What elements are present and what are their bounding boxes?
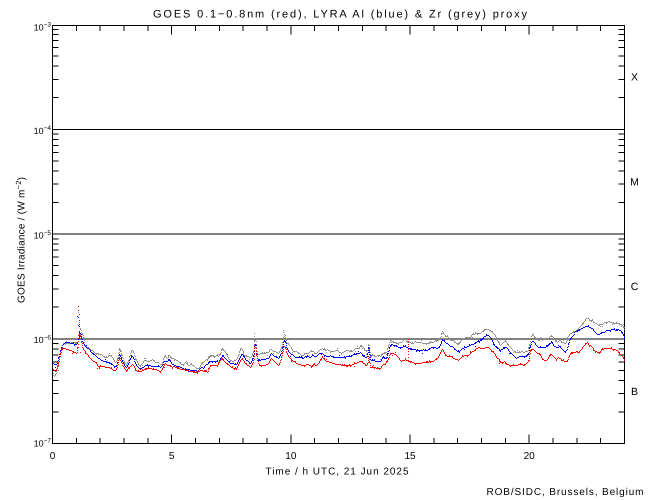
svg-text:ROB/SIDC, Brussels, Belgium: ROB/SIDC, Brussels, Belgium bbox=[487, 487, 644, 498]
svg-text:GOES 0.1−0.8nm (red), LYRA Al: GOES 0.1−0.8nm (red), LYRA Al (blue) & Z… bbox=[153, 8, 527, 20]
svg-text:B: B bbox=[631, 386, 638, 398]
svg-text:10−4: 10−4 bbox=[34, 125, 52, 136]
svg-text:10−5: 10−5 bbox=[34, 230, 52, 241]
svg-text:15: 15 bbox=[404, 451, 416, 462]
svg-text:10−3: 10−3 bbox=[34, 22, 52, 33]
svg-text:Time / h UTC, 21 Jun 2025: Time / h UTC, 21 Jun 2025 bbox=[266, 467, 409, 478]
svg-text:20: 20 bbox=[524, 451, 536, 462]
svg-text:GOES Irradiance / (W m−2): GOES Irradiance / (W m−2) bbox=[14, 177, 28, 303]
svg-text:10: 10 bbox=[285, 451, 297, 462]
svg-text:5: 5 bbox=[169, 451, 175, 462]
svg-text:10−7: 10−7 bbox=[34, 438, 52, 449]
svg-text:M: M bbox=[630, 176, 639, 188]
svg-text:0: 0 bbox=[50, 451, 56, 462]
svg-text:C: C bbox=[631, 281, 639, 293]
svg-text:10−6: 10−6 bbox=[34, 335, 52, 346]
svg-text:X: X bbox=[631, 72, 638, 84]
